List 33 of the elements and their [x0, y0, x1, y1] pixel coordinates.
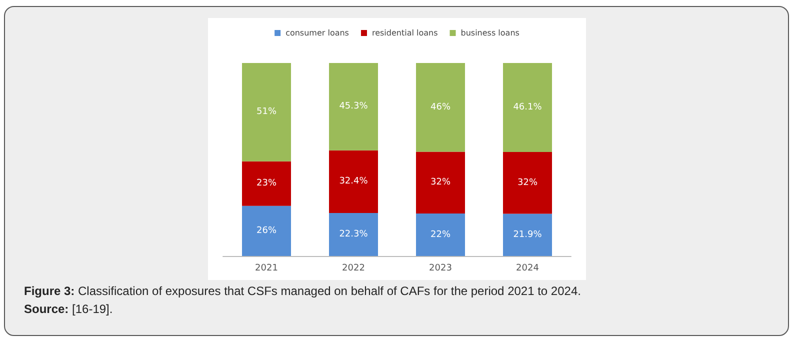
- bar: [416, 152, 465, 214]
- bar: [416, 214, 465, 256]
- legend-label: residential loans: [372, 28, 438, 38]
- bar: [503, 214, 552, 256]
- bar: [503, 63, 552, 152]
- x-tick-label: 2022: [342, 264, 365, 274]
- data-label: 26%: [256, 226, 277, 236]
- data-label: 32.4%: [339, 176, 368, 187]
- data-label: 21.9%: [513, 230, 542, 240]
- data-label: 51%: [256, 107, 277, 118]
- data-label: 32%: [517, 178, 538, 188]
- bar: [329, 212, 378, 256]
- bar: [329, 150, 378, 213]
- bar: [416, 63, 465, 152]
- legend-label: consumer loans: [286, 28, 349, 38]
- bar: [329, 63, 378, 150]
- data-label: 32%: [430, 178, 451, 188]
- bar: [242, 63, 291, 162]
- data-label: 23%: [256, 178, 277, 189]
- bar: [503, 152, 552, 214]
- data-label: 46%: [430, 102, 451, 112]
- source-note: Source: [16-19].: [24, 301, 114, 318]
- data-label: 22%: [430, 230, 451, 240]
- data-label: 22.3%: [339, 229, 368, 240]
- x-tick-label: 2024: [516, 264, 540, 274]
- x-tick-label: 2023: [429, 264, 452, 274]
- bar: [242, 161, 291, 206]
- data-label: 46.1%: [513, 102, 542, 112]
- bar: [242, 206, 291, 256]
- caption: Figure 3: Classification of exposures that CSFs managed on behalf of CAFs for the period 2021 to 2024.: [24, 283, 581, 300]
- legend-label: business loans: [460, 28, 520, 38]
- data-label: 45.3%: [339, 102, 368, 112]
- x-tick-label: 2021: [255, 264, 278, 274]
